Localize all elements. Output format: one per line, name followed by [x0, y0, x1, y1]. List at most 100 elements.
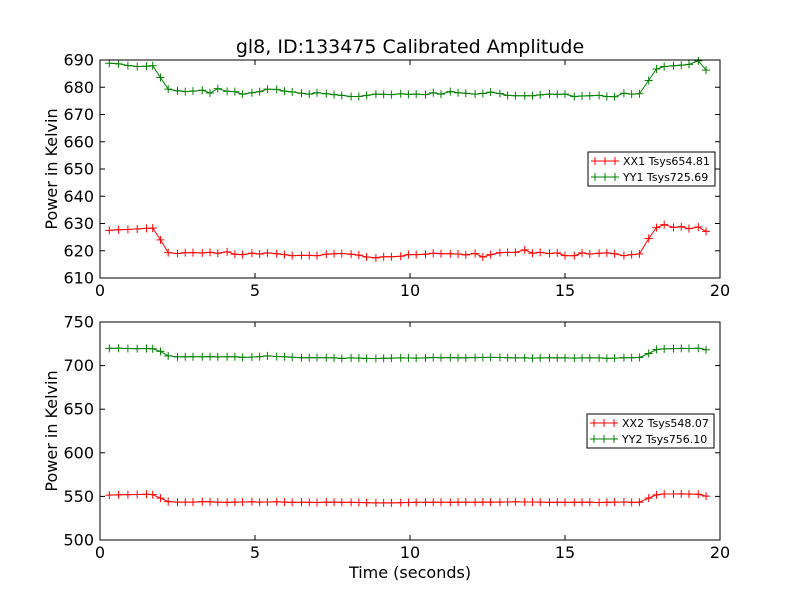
data-point: [238, 353, 247, 362]
data-point: [396, 498, 405, 507]
data-point: [553, 353, 562, 362]
data-point: [354, 498, 363, 507]
data-point: [652, 64, 661, 73]
data-point: [263, 248, 272, 257]
data-point: [702, 227, 711, 236]
data-point: [337, 91, 346, 100]
data-point: [223, 247, 232, 256]
data-point: [511, 91, 520, 100]
data-point: [520, 497, 529, 506]
x-tick-label: 20: [710, 281, 730, 300]
data-point: [471, 498, 480, 507]
data-point: [635, 89, 644, 98]
data-point: [585, 498, 594, 507]
data-point: [570, 498, 579, 507]
data-point: [545, 353, 554, 362]
y-tick-label: 670: [63, 105, 94, 124]
data-point: [305, 353, 314, 362]
data-point: [247, 353, 256, 362]
legend-swatch-marker: [610, 419, 618, 427]
data-point: [362, 498, 371, 507]
data-point: [105, 59, 114, 68]
legend: XX2 Tsys548.07 YY2 Tsys756.10: [586, 413, 715, 449]
data-point: [189, 498, 197, 507]
data-point: [313, 353, 321, 362]
data-point: [133, 344, 142, 353]
data-point: [652, 345, 661, 354]
data-point: [619, 251, 628, 260]
data-point: [578, 248, 587, 257]
data-point: [181, 498, 190, 507]
data-point: [213, 84, 222, 93]
data-point: [461, 250, 470, 259]
data-point: [142, 62, 151, 71]
data-point: [105, 226, 114, 235]
data-point: [238, 250, 247, 259]
plot-frame: [99, 59, 721, 279]
data-point: [627, 353, 636, 362]
legend-label: XX2 Tsys548.07: [622, 417, 709, 430]
data-point: [305, 498, 314, 507]
data-point: [685, 344, 693, 353]
data-point: [595, 498, 604, 507]
data-point: [685, 490, 693, 499]
data-point: [255, 250, 264, 259]
data-point: [379, 252, 388, 261]
data-point: [536, 90, 545, 99]
data-point: [347, 353, 356, 362]
data-point: [347, 92, 356, 101]
data-point: [272, 497, 281, 506]
data-point: [404, 498, 413, 507]
y-tick-label: 550: [63, 487, 94, 506]
data-point: [421, 250, 430, 259]
data-point: [437, 353, 445, 362]
y-tick-label: 700: [63, 356, 94, 375]
data-point: [528, 249, 537, 258]
data-point: [471, 90, 480, 99]
data-point: [585, 250, 594, 259]
y-tick-label: 680: [63, 78, 94, 97]
data-point: [297, 353, 306, 362]
data-point: [223, 498, 232, 507]
data-point: [280, 87, 289, 96]
data-point: [478, 253, 487, 262]
data-point: [272, 85, 281, 94]
data-point: [213, 498, 222, 507]
data-point: [520, 353, 529, 362]
data-point: [495, 353, 504, 362]
data-point: [297, 251, 306, 260]
data-point: [503, 248, 512, 257]
series-xx1: [105, 220, 711, 262]
data-point: [619, 497, 628, 506]
data-point: [454, 250, 463, 259]
data-point: [255, 352, 264, 361]
legend-swatch-marker: [591, 157, 599, 165]
data-point: [685, 224, 693, 233]
series-yy1: [105, 56, 711, 101]
data-point: [702, 492, 711, 501]
data-point: [412, 498, 421, 507]
data-point: [288, 353, 297, 362]
data-point: [387, 252, 396, 261]
data-point: [461, 89, 470, 98]
data-point: [412, 354, 421, 363]
data-point: [619, 353, 628, 362]
data-point: [561, 90, 569, 99]
data-point: [454, 353, 463, 362]
data-point: [471, 249, 480, 258]
x-tick-label: 5: [250, 543, 260, 562]
data-point: [114, 59, 123, 68]
x-tick-label: 20: [710, 543, 730, 562]
data-point: [702, 345, 711, 354]
data-point: [570, 354, 579, 363]
data-point: [694, 490, 703, 499]
data-point: [602, 354, 611, 363]
data-point: [114, 344, 123, 353]
data-point: [288, 251, 297, 260]
y-tick-label: 690: [63, 51, 94, 70]
data-point: [610, 249, 619, 258]
data-point: [337, 354, 346, 363]
y-tick-label: 500: [63, 531, 94, 550]
data-point: [156, 494, 165, 503]
data-point: [545, 498, 554, 507]
